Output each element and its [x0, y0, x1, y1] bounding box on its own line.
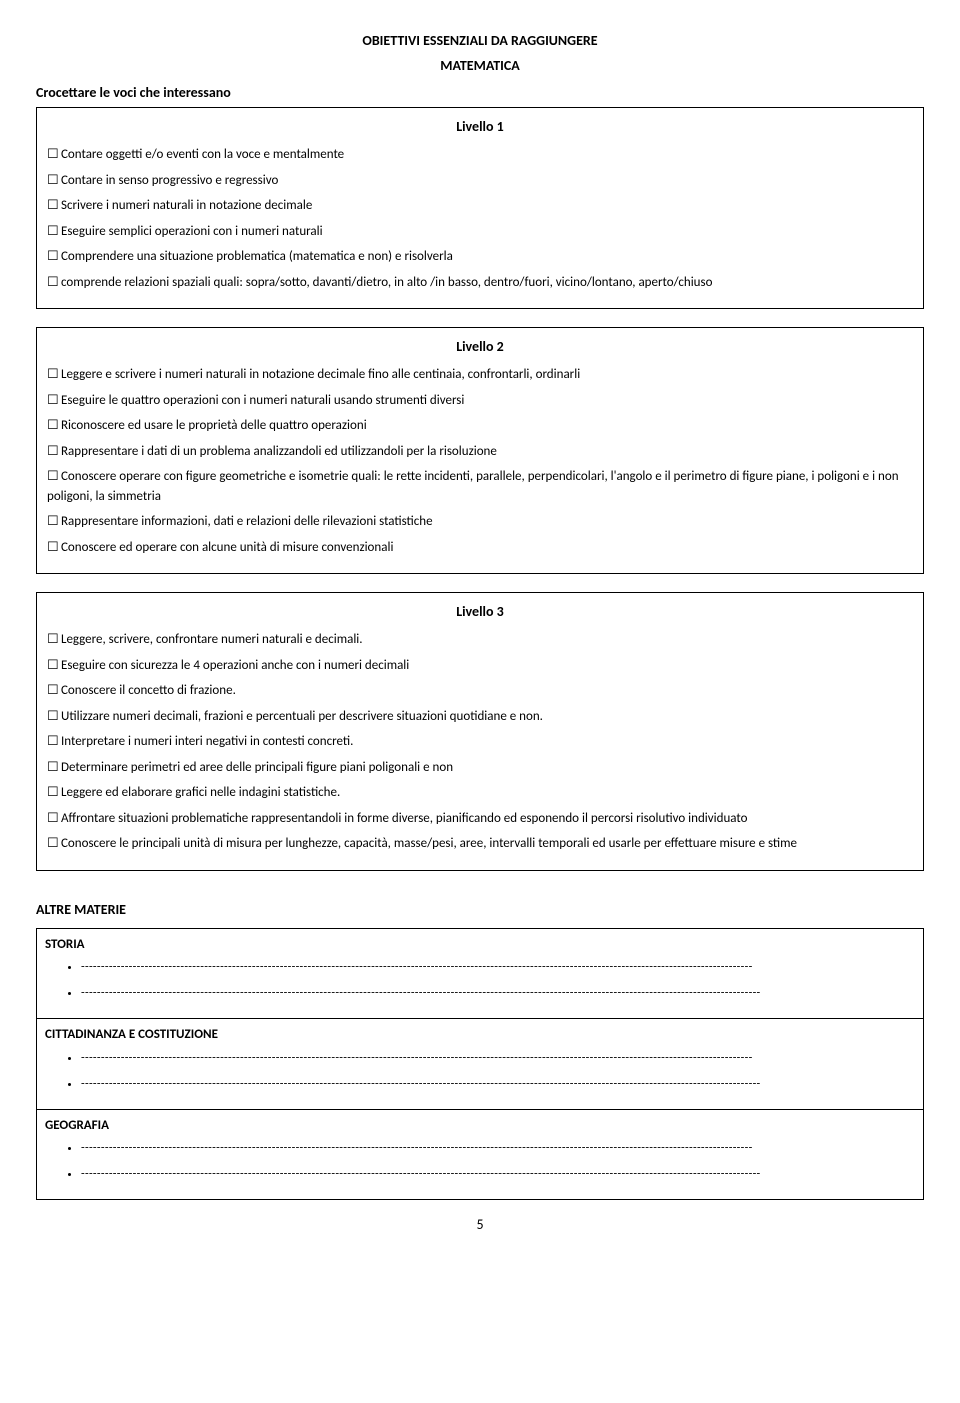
- checklist-item: ☐ Determinare perimetri ed aree delle pr…: [47, 758, 913, 778]
- dash-list: ----------------------------------------…: [37, 1139, 923, 1183]
- checkbox-icon[interactable]: ☐: [47, 196, 61, 216]
- checklist-item: ☐ Conoscere il concetto di frazione.: [47, 681, 913, 701]
- level2-heading: Livello 2: [47, 336, 913, 357]
- checklist-item-label: Contare oggetti e/o eventi con la voce e…: [61, 147, 344, 162]
- checklist-item-label: Conoscere ed operare con alcune unità di…: [61, 540, 393, 555]
- checklist-item: ☐ Leggere, scrivere, confrontare numeri …: [47, 630, 913, 650]
- checklist-item-label: Eseguire semplici operazioni con i numer…: [61, 224, 323, 239]
- checklist-item: ☐ Eseguire le quattro operazioni con i n…: [47, 391, 913, 411]
- checklist-item: ☐ Contare in senso progressivo e regress…: [47, 171, 913, 191]
- checklist-item: ☐ Comprendere una situazione problematic…: [47, 247, 913, 267]
- checklist-item-label: Leggere e scrivere i numeri naturali in …: [61, 367, 580, 382]
- checkbox-icon[interactable]: ☐: [47, 758, 61, 778]
- other-materials-heading: ALTRE MATERIE: [36, 899, 924, 920]
- checklist-item: ☐ Eseguire con sicurezza le 4 operazioni…: [47, 656, 913, 676]
- checkbox-icon[interactable]: ☐: [47, 783, 61, 803]
- checklist-item: ☐ Rappresentare i dati di un problema an…: [47, 442, 913, 462]
- subject-block: GEOGRAFIA-------------------------------…: [36, 1110, 924, 1201]
- checklist-item: ☐ Eseguire semplici operazioni con i num…: [47, 222, 913, 242]
- checklist-item-label: Conoscere il concetto di frazione.: [61, 683, 236, 698]
- checklist-item: ☐ Leggere ed elaborare grafici nelle ind…: [47, 783, 913, 803]
- checkbox-icon[interactable]: ☐: [47, 145, 61, 165]
- checklist-item-label: Contare in senso progressivo e regressiv…: [61, 173, 278, 188]
- checkbox-icon[interactable]: ☐: [47, 809, 61, 829]
- checklist-item: ☐ Riconoscere ed usare le proprietà dell…: [47, 416, 913, 436]
- subject-block-title: STORIA: [37, 933, 923, 959]
- checklist-item-label: Eseguire le quattro operazioni con i num…: [61, 393, 464, 408]
- checkbox-icon[interactable]: ☐: [47, 391, 61, 411]
- checkbox-icon[interactable]: ☐: [47, 365, 61, 385]
- subject-block-title: GEOGRAFIA: [37, 1114, 923, 1140]
- checkbox-icon[interactable]: ☐: [47, 416, 61, 436]
- checklist-item-label: Determinare perimetri ed aree delle prin…: [61, 760, 453, 775]
- subject-block-title: CITTADINANZA E COSTITUZIONE: [37, 1023, 923, 1049]
- checklist-item: ☐ Utilizzare numeri decimali, frazioni e…: [47, 707, 913, 727]
- level1-box: Livello 1 ☐ Contare oggetti e/o eventi co…: [36, 107, 924, 309]
- checklist-item-label: Conoscere operare con figure geometriche…: [47, 469, 899, 504]
- checkbox-icon[interactable]: ☐: [47, 247, 61, 267]
- checklist-item: ☐ Conoscere ed operare con alcune unità …: [47, 538, 913, 558]
- checkbox-icon[interactable]: ☐: [47, 681, 61, 701]
- instruction-text: Crocettare le voci che interessano: [36, 82, 924, 103]
- dash-line: ----------------------------------------…: [81, 1165, 923, 1183]
- checklist-item-label: Interpretare i numeri interi negativi in…: [61, 734, 353, 749]
- checklist-item: ☐ Interpretare i numeri interi negativi …: [47, 732, 913, 752]
- dash-line: ----------------------------------------…: [81, 1075, 923, 1093]
- doc-subject: MATEMATICA: [36, 55, 924, 76]
- level2-box: Livello 2 ☐ Leggere e scrivere i numeri n…: [36, 327, 924, 574]
- checkbox-icon[interactable]: ☐: [47, 442, 61, 462]
- checkbox-icon[interactable]: ☐: [47, 707, 61, 727]
- dash-list: ----------------------------------------…: [37, 1049, 923, 1093]
- dash-line: ----------------------------------------…: [81, 1049, 923, 1067]
- checklist-item: ☐ Conoscere operare con figure geometric…: [47, 467, 913, 506]
- checklist-item-label: Affrontare situazioni problematiche rapp…: [61, 811, 747, 826]
- checkbox-icon[interactable]: ☐: [47, 834, 61, 854]
- level1-heading: Livello 1: [47, 116, 913, 137]
- subject-block: CITTADINANZA E COSTITUZIONE-------------…: [36, 1019, 924, 1110]
- checkbox-icon[interactable]: ☐: [47, 538, 61, 558]
- checklist-item-label: Utilizzare numeri decimali, frazioni e p…: [61, 709, 543, 724]
- checklist-item: ☐ Leggere e scrivere i numeri naturali i…: [47, 365, 913, 385]
- checklist-item-label: Conoscere le principali unità di misura …: [61, 836, 797, 851]
- checklist-item-label: Riconoscere ed usare le proprietà delle …: [61, 418, 367, 433]
- checkbox-icon[interactable]: ☐: [47, 171, 61, 191]
- checklist-item-label: Scrivere i numeri naturali in notazione …: [61, 198, 312, 213]
- dash-list: ----------------------------------------…: [37, 958, 923, 1002]
- checklist-item: ☐ Scrivere i numeri naturali in notazion…: [47, 196, 913, 216]
- checklist-item-label: comprende relazioni spaziali quali: sopr…: [61, 275, 712, 290]
- checkbox-icon[interactable]: ☐: [47, 630, 61, 650]
- checklist-item: ☐ Affrontare situazioni problematiche ra…: [47, 809, 913, 829]
- dash-line: ----------------------------------------…: [81, 1139, 923, 1157]
- level3-heading: Livello 3: [47, 601, 913, 622]
- level3-box: Livello 3 ☐ Leggere, scrivere, confrontar…: [36, 592, 924, 871]
- checklist-item-label: Eseguire con sicurezza le 4 operazioni a…: [61, 658, 409, 673]
- checklist-item: ☐ comprende relazioni spaziali quali: so…: [47, 273, 913, 293]
- checkbox-icon[interactable]: ☐: [47, 467, 61, 487]
- checkbox-icon[interactable]: ☐: [47, 512, 61, 532]
- checklist-item-label: Rappresentare informazioni, dati e relaz…: [61, 514, 433, 529]
- dash-line: ----------------------------------------…: [81, 958, 923, 976]
- checklist-item-label: Rappresentare i dati di un problema anal…: [61, 444, 497, 459]
- doc-title: OBIETTIVI ESSENZIALI DA RAGGIUNGERE: [36, 30, 924, 51]
- checkbox-icon[interactable]: ☐: [47, 273, 61, 293]
- checklist-item: ☐ Contare oggetti e/o eventi con la voce…: [47, 145, 913, 165]
- checkbox-icon[interactable]: ☐: [47, 656, 61, 676]
- checkbox-icon[interactable]: ☐: [47, 732, 61, 752]
- subject-block: STORIA----------------------------------…: [36, 928, 924, 1020]
- checklist-item-label: Leggere, scrivere, confrontare numeri na…: [61, 632, 363, 647]
- checklist-item: ☐ Rappresentare informazioni, dati e rel…: [47, 512, 913, 532]
- dash-line: ----------------------------------------…: [81, 984, 923, 1002]
- checklist-item-label: Leggere ed elaborare grafici nelle indag…: [61, 785, 340, 800]
- checkbox-icon[interactable]: ☐: [47, 222, 61, 242]
- page-number: 5: [36, 1214, 924, 1235]
- checklist-item-label: Comprendere una situazione problematica …: [61, 249, 453, 264]
- checklist-item: ☐ Conoscere le principali unità di misur…: [47, 834, 913, 854]
